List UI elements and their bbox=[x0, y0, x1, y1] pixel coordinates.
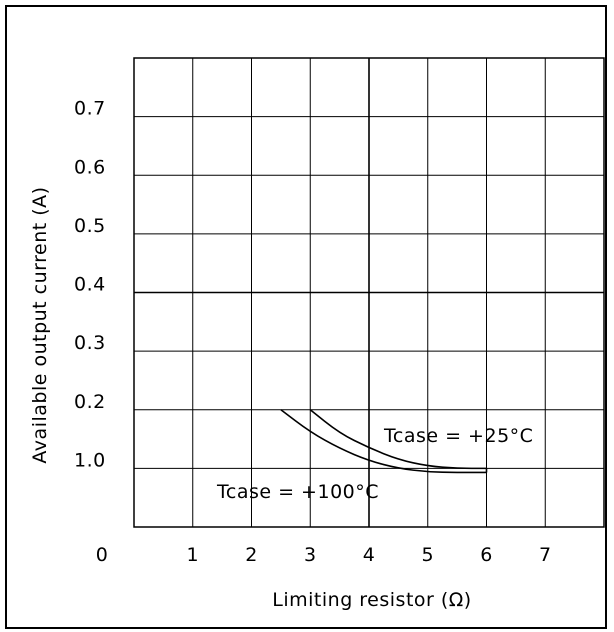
y-tick-label: 0.5 bbox=[74, 215, 106, 237]
series-line-1 bbox=[280, 409, 487, 474]
x-tick-label: 1 bbox=[186, 544, 199, 566]
y-tick-label: 0.3 bbox=[74, 332, 106, 354]
x-tick-label: 6 bbox=[480, 544, 493, 566]
x-tick-label: 4 bbox=[363, 544, 376, 566]
series-line-0 bbox=[309, 409, 487, 470]
x-tick-label: 2 bbox=[245, 544, 258, 566]
series-lines bbox=[280, 409, 488, 474]
x-tick-label: 0 bbox=[96, 544, 109, 566]
grid bbox=[134, 58, 604, 527]
series-label-tcase-25: Tcase = +25°C bbox=[383, 425, 533, 447]
x-tick-label: 3 bbox=[304, 544, 317, 566]
series-label-tcase-100: Tcase = +100°C bbox=[216, 481, 379, 503]
y-tick-label: 0.4 bbox=[74, 274, 106, 296]
x-tick-label: 5 bbox=[421, 544, 434, 566]
y-axis-label: Available output current (A) bbox=[29, 186, 51, 463]
chart-frame bbox=[5, 5, 607, 629]
x-axis-label: Limiting resistor (Ω) bbox=[272, 589, 471, 611]
y-tick-label: 0.6 bbox=[74, 156, 106, 178]
x-tick-labels: 0 1 2 3 4 5 6 7 bbox=[96, 544, 552, 566]
plot-area bbox=[133, 57, 605, 528]
y-tick-labels: 1.0 0.2 0.3 0.4 0.5 0.6 0.7 bbox=[74, 98, 106, 472]
y-tick-label: 0.2 bbox=[74, 391, 106, 413]
x-tick-label: 7 bbox=[539, 544, 552, 566]
y-tick-label: 0.7 bbox=[74, 98, 106, 120]
y-tick-label: 1.0 bbox=[74, 449, 106, 471]
